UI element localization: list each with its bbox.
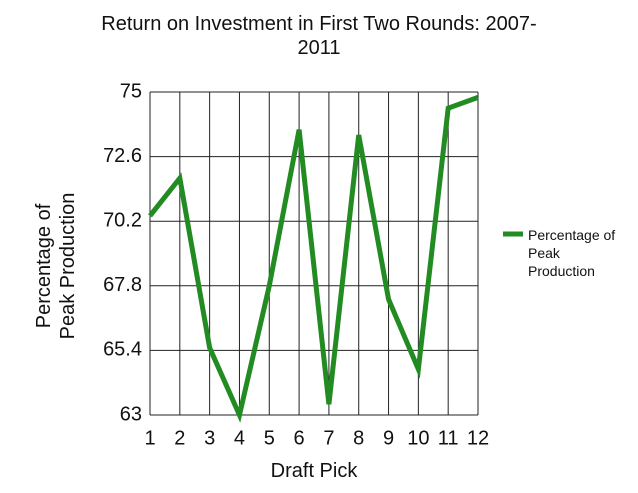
y-tick-label: 63	[120, 403, 142, 425]
x-tick-label: 3	[204, 427, 215, 449]
x-tick-label: 1	[144, 427, 155, 449]
x-axis-label: Draft Pick	[270, 460, 358, 482]
y-tick-label: 70.2	[103, 209, 142, 231]
x-tick-label: 11	[438, 427, 459, 449]
x-tick-label: 10	[407, 427, 429, 449]
x-tick-label: 5	[264, 427, 275, 449]
data-line	[148, 95, 479, 423]
x-tick-label: 6	[294, 427, 305, 449]
x-tick-label: 8	[353, 427, 364, 449]
x-tick-label: 12	[467, 427, 489, 449]
x-tick-label: 2	[174, 427, 185, 449]
x-tick-label: 9	[383, 427, 394, 449]
chart-title: Return on Investment in First Two Rounds…	[101, 13, 537, 59]
y-tick-label: 75	[120, 80, 142, 102]
y-tick-label: 72.6	[103, 145, 142, 167]
x-tick-label: 4	[234, 427, 245, 449]
legend-label: Percentage of Peak Production	[528, 227, 616, 279]
y-tick-label: 67.8	[103, 274, 142, 296]
y-tick-label: 65.4	[103, 339, 142, 361]
x-tick-label: 7	[323, 427, 334, 449]
